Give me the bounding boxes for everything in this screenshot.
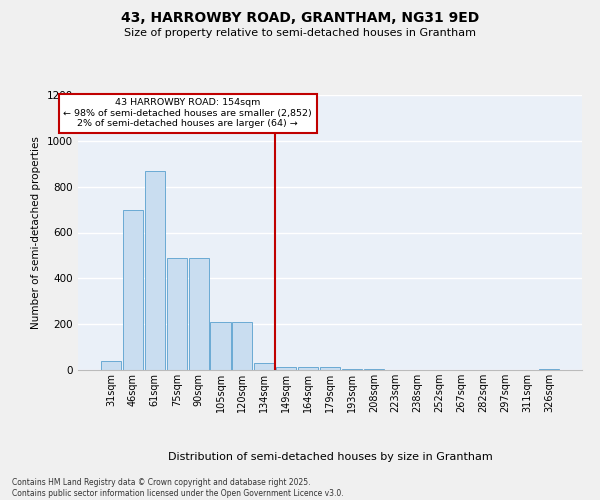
Bar: [320, 366, 340, 370]
Bar: [276, 366, 296, 370]
Text: 43, HARROWBY ROAD, GRANTHAM, NG31 9ED: 43, HARROWBY ROAD, GRANTHAM, NG31 9ED: [121, 10, 479, 24]
Bar: [232, 322, 253, 370]
Text: Contains HM Land Registry data © Crown copyright and database right 2025.
Contai: Contains HM Land Registry data © Crown c…: [12, 478, 344, 498]
Bar: [298, 366, 318, 370]
Bar: [211, 322, 230, 370]
Bar: [342, 369, 362, 370]
Y-axis label: Number of semi-detached properties: Number of semi-detached properties: [31, 136, 41, 329]
Bar: [364, 369, 384, 370]
Bar: [167, 258, 187, 370]
Bar: [145, 170, 165, 370]
Bar: [101, 361, 121, 370]
Bar: [539, 369, 559, 370]
Text: 43 HARROWBY ROAD: 154sqm
← 98% of semi-detached houses are smaller (2,852)
2% of: 43 HARROWBY ROAD: 154sqm ← 98% of semi-d…: [63, 98, 312, 128]
Bar: [254, 363, 274, 370]
Text: Size of property relative to semi-detached houses in Grantham: Size of property relative to semi-detach…: [124, 28, 476, 38]
Bar: [188, 258, 209, 370]
Text: Distribution of semi-detached houses by size in Grantham: Distribution of semi-detached houses by …: [167, 452, 493, 462]
Bar: [123, 210, 143, 370]
